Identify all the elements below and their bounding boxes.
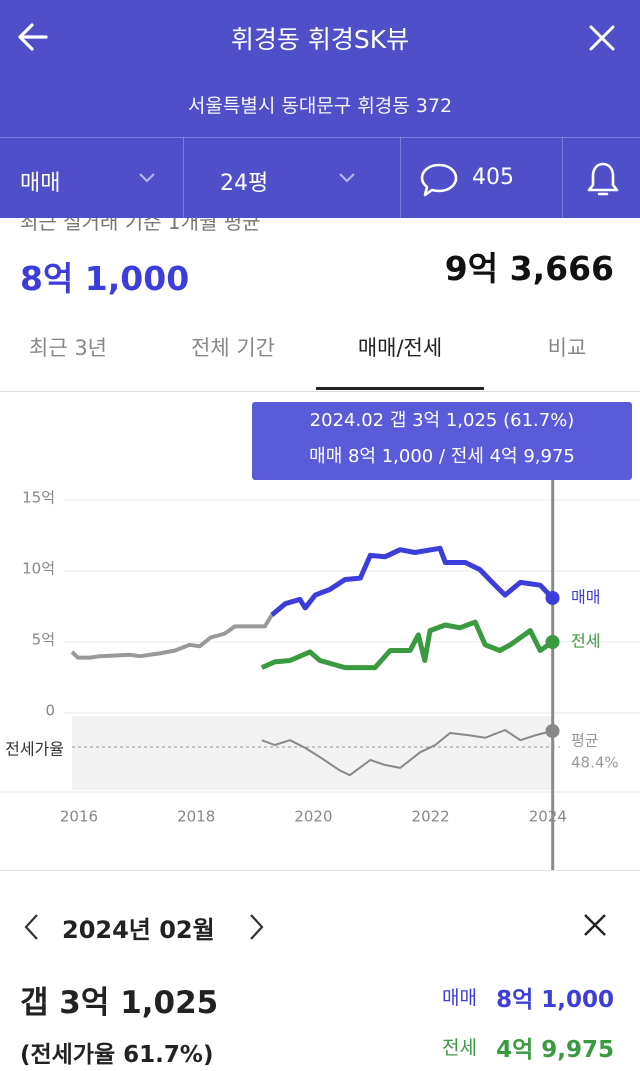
title: 휘경동 휘경SK뷰 <box>230 25 410 54</box>
x-tick-label: 2022 <box>412 808 450 826</box>
detail-ratio: (전세가율 61.7%) <box>20 1042 214 1068</box>
tooltip-text: 매매 8억 1,000 / 전세 4억 9,975 <box>309 446 575 467</box>
comment-icon[interactable] <box>420 162 460 198</box>
tab-indicator <box>316 387 484 390</box>
x-tick-label: 2024 <box>529 808 567 826</box>
comment-count: 405 <box>472 165 514 190</box>
detail-month: 2024년 02월 <box>62 916 215 944</box>
prev-month[interactable] <box>22 912 40 942</box>
end-dot <box>545 590 560 605</box>
tab[interactable]: 최근 3년 <box>29 336 107 360</box>
divider <box>0 870 640 871</box>
close-button[interactable] <box>588 24 616 52</box>
y-tick-label: 0 <box>45 702 55 720</box>
series-label: 매매 <box>571 587 600 606</box>
back-button[interactable] <box>16 22 50 52</box>
header: 휘경동 휘경SK뷰 서울특별시 동대문구 휘경동 372 매매 24평 405 <box>0 0 640 218</box>
divider <box>0 137 640 138</box>
detail-label: 전세 <box>442 1037 477 1059</box>
chart: 0 5억 10억 15억 2016 2018 2020 2022 2024 평균 48.4% 매매전세… <box>0 402 640 870</box>
trade-type[interactable]: 매매 <box>20 171 61 196</box>
tooltip-text: 2024.02 갭 3억 1,025 (61.7%) <box>310 410 575 431</box>
summary-left-value: 8억 1,000 <box>20 259 190 298</box>
average-label: 평균 <box>571 732 599 750</box>
detail-gap: 갭 3억 1,025 <box>20 985 219 1021</box>
divider <box>400 137 401 218</box>
tooltip <box>252 402 632 480</box>
address: 서울특별시 동대문구 휘경동 372 <box>187 95 453 117</box>
chevron <box>139 173 155 183</box>
y-tick-label: 5억 <box>32 631 55 649</box>
end-dot <box>545 635 560 649</box>
series-line <box>70 613 274 660</box>
series-line <box>261 729 553 777</box>
detail-label: 매매 <box>442 987 477 1009</box>
average-value: 48.4% <box>571 754 619 772</box>
divider <box>0 391 640 392</box>
close-detail[interactable] <box>582 912 608 938</box>
series-line <box>270 545 555 617</box>
next-month[interactable] <box>248 912 266 942</box>
bell-icon[interactable] <box>586 160 620 200</box>
size[interactable]: 24평 <box>220 171 269 196</box>
x-tick-label: 2018 <box>177 808 215 826</box>
summary-right-value: 9억 3,666 <box>444 249 614 288</box>
x-tick-label: 2020 <box>294 808 332 826</box>
series-label: 전세가율 <box>5 740 64 759</box>
tab-active[interactable]: 매매/전세 <box>357 336 443 360</box>
divider <box>562 137 563 218</box>
end-dot <box>545 723 560 738</box>
chevron <box>339 173 355 183</box>
detail-value: 8억 1,000 <box>496 987 614 1013</box>
tab[interactable]: 전체 기간 <box>191 336 275 360</box>
divider <box>183 137 184 218</box>
series-line <box>260 619 554 671</box>
y-tick-label: 10억 <box>22 560 55 578</box>
tab[interactable]: 비교 <box>547 336 587 360</box>
x-tick-label: 2016 <box>60 808 98 826</box>
y-tick-label: 15억 <box>22 489 55 507</box>
detail-value: 4억 9,975 <box>496 1037 614 1063</box>
series-label: 전세 <box>571 632 600 651</box>
